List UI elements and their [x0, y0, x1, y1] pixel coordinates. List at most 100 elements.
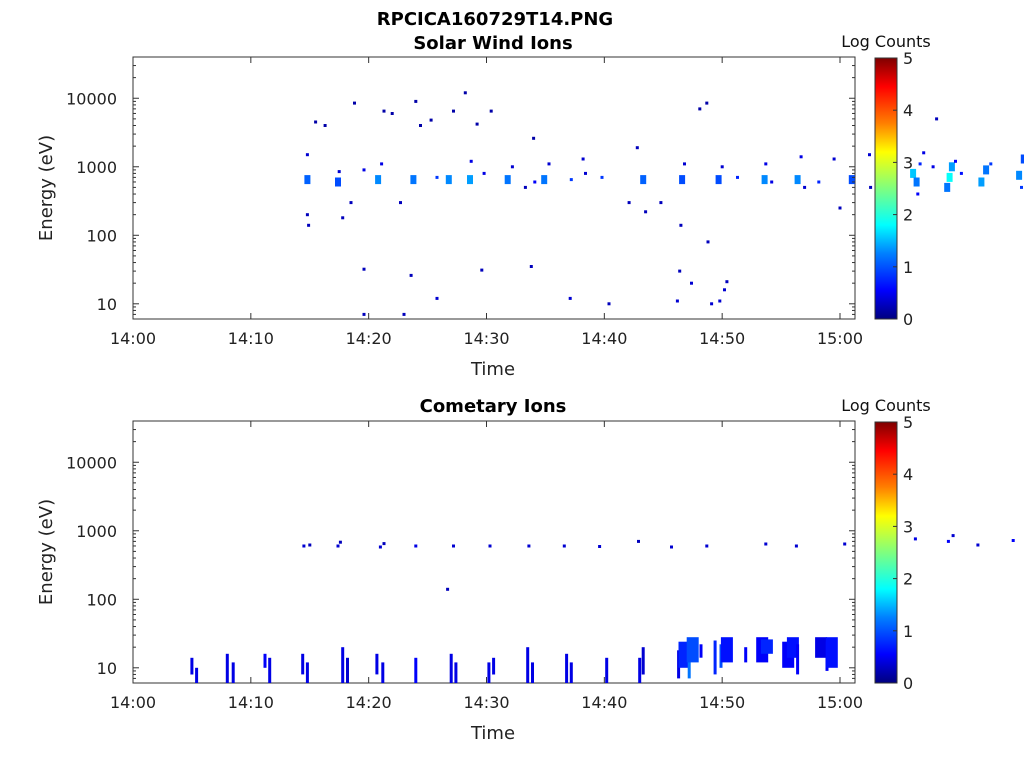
heatmap-cell — [353, 101, 356, 105]
x-tick-label: 15:00 — [817, 329, 863, 348]
heatmap-column — [687, 647, 691, 679]
heatmap-cell — [935, 117, 939, 121]
heatmap-column — [815, 637, 828, 658]
heatmap-cell — [607, 302, 611, 306]
heatmap-cell — [670, 545, 673, 549]
heatmap-cell — [640, 175, 647, 185]
heatmap-cell — [916, 192, 920, 196]
heatmap-cell — [598, 545, 602, 548]
heatmap-cell — [978, 177, 985, 187]
heatmap-cell — [1016, 170, 1023, 180]
x-axis-label: Time — [470, 723, 515, 744]
heatmap-cell — [581, 157, 585, 161]
heatmap-cell — [429, 118, 433, 122]
heatmap-cell — [529, 265, 533, 268]
heatmap-cell — [323, 124, 327, 127]
heatmap-cell — [469, 159, 473, 163]
heatmap-cell — [362, 168, 366, 172]
heatmap-column — [301, 653, 305, 675]
heatmap-cell — [533, 180, 537, 184]
heatmap-cell — [375, 175, 382, 185]
heatmap-cell — [976, 543, 980, 547]
heatmap-cell — [951, 534, 955, 538]
heatmap-column — [760, 639, 773, 654]
heatmap-column — [375, 653, 379, 675]
colorbar-tick-label: 0 — [903, 674, 913, 693]
cometary-panel: Cometary Ions 14:00 14:10 14:20 14:30 14:40 1… — [36, 396, 1015, 744]
colorbar-tick-label: 0 — [903, 310, 913, 329]
heatmap-cell — [341, 216, 345, 220]
heatmap-cell — [314, 120, 318, 124]
colorbar-tick-label: 1 — [903, 622, 913, 641]
heatmap-cells — [304, 91, 1024, 316]
heatmap-column — [796, 644, 800, 675]
heatmap-cell — [402, 312, 406, 316]
heatmap-cell — [435, 175, 439, 179]
heatmap-cell — [761, 175, 768, 185]
panel-title: Cometary Ions — [420, 396, 567, 417]
heatmap-cell — [335, 177, 341, 187]
heatmap-column — [231, 662, 235, 683]
heatmap-column — [786, 637, 799, 658]
heatmap-cell — [362, 267, 366, 271]
heatmap-column — [720, 637, 733, 663]
heatmap-column — [381, 662, 385, 683]
heatmap-cell — [715, 175, 722, 185]
heatmap-cell — [832, 157, 836, 161]
heatmap-cell — [868, 153, 871, 157]
y-tick-label: 100 — [86, 226, 117, 245]
heatmap-cell — [488, 544, 492, 548]
heatmap-cell — [764, 162, 768, 166]
heatmap-column — [825, 637, 838, 668]
heatmap-column — [699, 644, 703, 658]
panel-title: Solar Wind Ions — [413, 33, 572, 54]
heatmap-cell — [419, 124, 422, 127]
heatmap-column — [190, 657, 194, 675]
heatmap-cell — [568, 296, 572, 300]
x-tick-label: 14:00 — [110, 693, 156, 712]
heatmap-cell — [983, 165, 990, 175]
heatmap-cell — [913, 537, 917, 541]
heatmap-cell — [794, 175, 801, 185]
heatmap-column — [531, 662, 534, 683]
heatmap-column — [263, 653, 267, 668]
heatmap-cell — [959, 171, 963, 175]
heatmap-cell — [725, 280, 729, 284]
heatmap-cell — [843, 542, 847, 546]
heatmap-cell — [523, 185, 527, 189]
heatmap-cell — [532, 136, 536, 140]
y-tick-label: 1000 — [76, 158, 117, 177]
heatmap-cell — [336, 544, 340, 548]
colorbar — [874, 57, 898, 320]
heatmap-cell — [1011, 539, 1015, 542]
heatmap-cell — [308, 543, 312, 547]
heatmap-cell — [452, 109, 455, 113]
heatmap-cell — [463, 91, 467, 95]
heatmap-cell — [489, 109, 493, 113]
heatmap-cell — [362, 312, 366, 316]
axis-ticks: 14:00 14:10 14:20 14:30 14:40 14:50 15:00 10 100… — [66, 420, 863, 712]
heatmap-cell — [382, 109, 386, 113]
heatmap-cell — [678, 269, 682, 273]
heatmap-column — [641, 647, 645, 675]
heatmap-cell — [349, 201, 353, 205]
x-tick-label: 14:30 — [463, 329, 509, 348]
heatmap-cell — [989, 162, 993, 166]
x-tick-label: 14:50 — [699, 693, 745, 712]
x-tick-label: 14:40 — [581, 693, 627, 712]
heatmap-cell — [510, 165, 514, 169]
heatmap-column — [341, 647, 345, 683]
heatmap-cell — [679, 223, 683, 227]
heatmap-cell — [600, 175, 604, 179]
heatmap-cell — [706, 240, 710, 244]
heatmap-cell — [435, 296, 439, 300]
plot-area — [132, 56, 856, 320]
heatmap-column — [744, 647, 748, 663]
heatmap-cell — [399, 201, 402, 205]
x-tick-label: 14:30 — [463, 693, 509, 712]
heatmap-cell — [382, 542, 386, 546]
heatmap-column — [565, 653, 569, 683]
colorbar-tick-label: 3 — [903, 517, 913, 536]
heatmap-cell — [705, 544, 709, 548]
heatmap-cell — [504, 175, 511, 185]
